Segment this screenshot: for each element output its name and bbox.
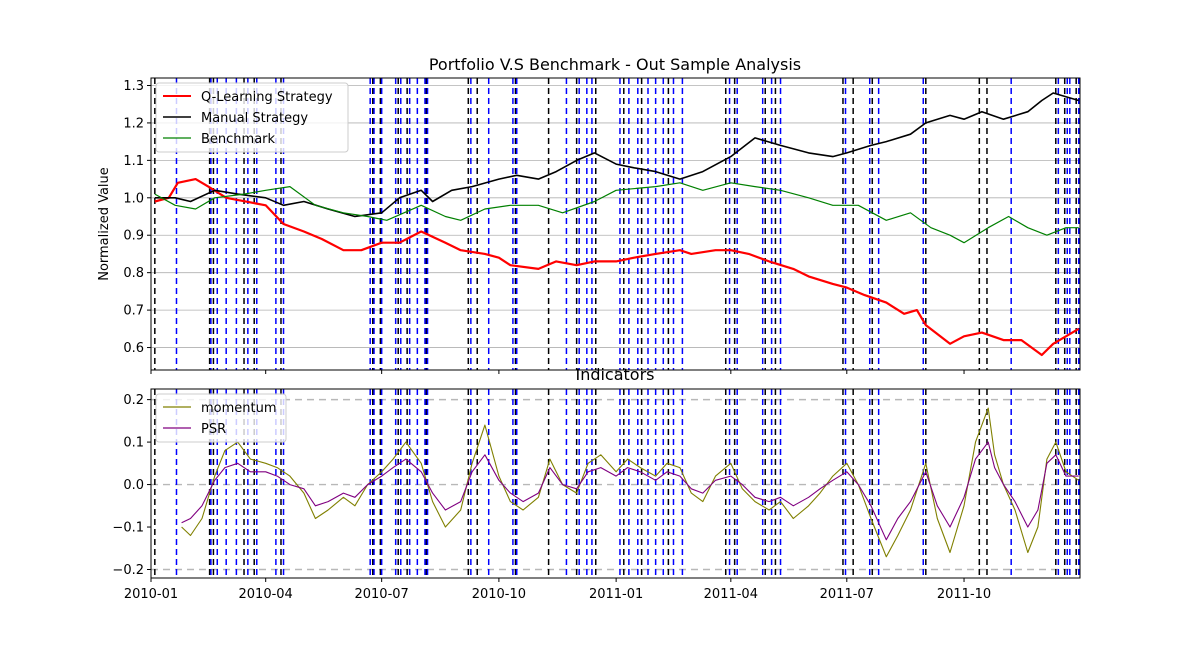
indicator-y-tick-label: 0.2 [123, 393, 144, 408]
x-tick-label: 2011-10 [937, 587, 991, 602]
series-line-benchmark [154, 182, 1079, 244]
portfolio-legend: Q-Learning Strategy Manual Strategy Benc… [155, 82, 349, 153]
portfolio-y-axis-label: Normalized Value [97, 167, 112, 281]
series-line-psr [181, 441, 1079, 541]
legend-label-benchmark: Benchmark [201, 132, 276, 147]
x-tick-label: 2010-07 [354, 587, 408, 602]
x-tick-label: 2010-04 [239, 587, 293, 602]
x-tick-label: 2010-10 [472, 587, 526, 602]
indicator-series [181, 407, 1080, 558]
portfolio-legend-box [155, 82, 349, 153]
indicator-x-ticks: 2010-01 2010-04 2010-07 2010-10 2011-01 2011-… [124, 578, 991, 602]
indicator-y-ticks: −0.2 −0.1 0.0 0.1 0.2 [112, 393, 151, 578]
portfolio-y-tick-label: 0.7 [123, 304, 144, 319]
portfolio-chart-title: Portfolio V.S Benchmark - Out Sample Ana… [429, 55, 801, 74]
indicator-y-tick-label: −0.1 [112, 521, 144, 536]
indicators-panel: −0.2−0.10.00.10.2 2010-01 2010-04 2010-07 2… [112, 365, 1081, 602]
portfolio-signal-lines [154, 78, 1080, 370]
indicators-chart-title: Indicators [575, 365, 654, 384]
legend-label-q-learning: Q-Learning Strategy [201, 90, 333, 105]
portfolio-axes-frame [150, 77, 1081, 371]
legend-label-psr: PSR [201, 422, 226, 437]
series-line-momentum [181, 407, 1080, 558]
indicators-legend: momentum PSR [155, 393, 287, 443]
series-line-manual-strategy [154, 92, 1079, 218]
series-line-q-learning-strategy [154, 178, 1080, 357]
portfolio-panel: Portfolio V.S Benchmark - Out Sample Ana… [97, 55, 1081, 374]
portfolio-y-ticks: 0.6 0.7 0.8 0.9 1.0 1.1 1.2 1.3 [123, 79, 151, 356]
x-tick-label: 2011-07 [820, 587, 874, 602]
x-tick-label: 2010-01 [124, 587, 178, 602]
x-tick-label: 2011-01 [589, 587, 643, 602]
indicator-signal-lines [154, 389, 1080, 578]
indicator-y-tick-label: −0.2 [112, 563, 144, 578]
portfolio-y-tick-label: 0.6 [123, 341, 144, 356]
x-tick-label: 2011-04 [704, 587, 758, 602]
legend-label-manual: Manual Strategy [201, 111, 308, 126]
portfolio-y-tick-label: 1.1 [123, 154, 144, 169]
portfolio-series [154, 92, 1080, 357]
portfolio-y-tick-label: 0.8 [123, 266, 144, 281]
portfolio-x-ticks [150, 370, 965, 374]
portfolio-y-tick-label: 1.2 [123, 116, 144, 131]
portfolio-y-tick-label: 1.0 [123, 191, 144, 206]
indicator-y-tick-label: 0.1 [123, 436, 144, 451]
indicator-y-tick-label: 0.0 [123, 478, 144, 493]
legend-label-momentum: momentum [201, 401, 277, 416]
portfolio-y-tick-label: 1.3 [123, 79, 144, 94]
indicators-axes-frame [150, 388, 1081, 579]
portfolio-y-tick-label: 0.9 [123, 229, 144, 244]
indicators-legend-box [155, 393, 287, 443]
